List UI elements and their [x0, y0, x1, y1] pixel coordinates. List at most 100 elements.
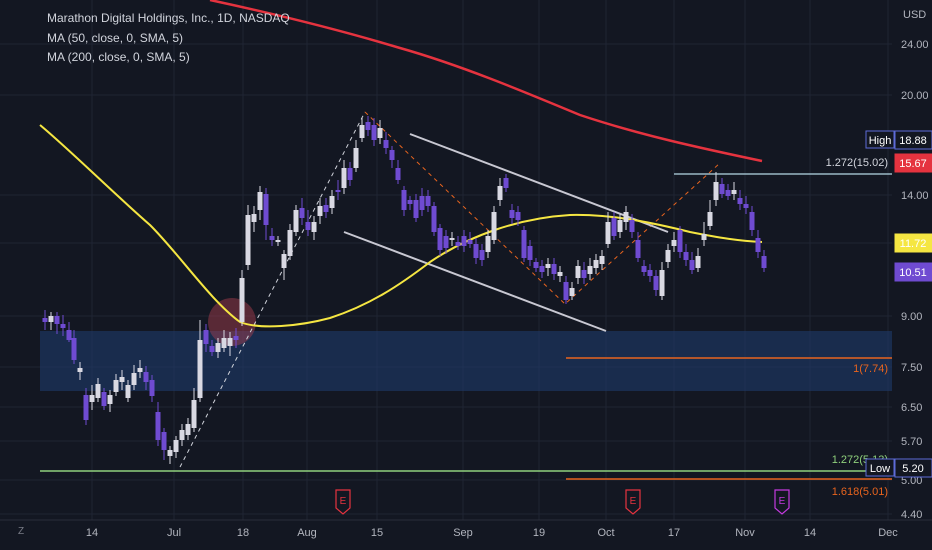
candle-bull — [593, 260, 599, 268]
candle-bull — [131, 373, 137, 385]
x-tick-label: 18 — [237, 527, 249, 539]
candle-bear — [737, 198, 743, 204]
candle-bear — [155, 412, 161, 440]
candle-bull — [731, 190, 737, 194]
candle-bear — [503, 178, 509, 188]
candle-bull — [137, 368, 143, 372]
price-tags: High 18.88 15.67 11.72 10.51 Low 5.20 — [865, 130, 932, 478]
earnings-marker — [625, 489, 641, 515]
candle-bear — [323, 205, 329, 212]
price-tag-value: 10.51 — [899, 267, 927, 279]
candle-bull — [353, 148, 359, 168]
price-tag-box — [894, 130, 932, 150]
candle-bear — [419, 196, 425, 210]
candle-bear — [551, 264, 557, 274]
candle-bear — [581, 270, 587, 278]
candle-bull — [275, 240, 281, 242]
candle-bull — [113, 380, 119, 392]
timezone-icon[interactable]: Z — [18, 526, 25, 537]
candle-bull — [491, 212, 497, 240]
x-tick-label: Jul — [167, 527, 181, 539]
currency-label: USD — [903, 9, 926, 21]
ma200-line — [209, 0, 763, 163]
price-tag-box — [894, 262, 932, 282]
x-tick-label: Oct — [597, 527, 614, 539]
candle-bear — [431, 206, 437, 232]
candle-bear — [563, 282, 569, 300]
candle-bull — [311, 222, 317, 232]
x-tick-label: 14 — [804, 527, 816, 539]
candle-bull — [617, 220, 623, 232]
candle-bull — [221, 338, 227, 348]
price-tag-label-box — [865, 458, 895, 477]
price-tag-label: High — [869, 135, 892, 147]
candle-bear — [66, 330, 72, 340]
fib-label: 1.618(5.01) — [832, 486, 888, 498]
candle-bull — [287, 230, 293, 256]
candle-bear — [60, 324, 66, 328]
earnings-marker-label: E — [340, 496, 347, 507]
candle-bear — [683, 252, 689, 260]
candle-bull — [329, 196, 335, 208]
candle-bear — [401, 190, 407, 210]
candle-bull — [293, 210, 299, 232]
legend-ma200: MA (200, close, 0, SMA, 5) — [47, 50, 190, 64]
candle-bull — [605, 222, 611, 244]
candle-bear — [347, 168, 353, 180]
x-tick-label: 15 — [371, 527, 383, 539]
candle-bear — [54, 316, 60, 324]
candle-bear — [479, 250, 485, 260]
candle-bull — [623, 212, 629, 222]
candle-bull — [545, 264, 551, 268]
candle-bear — [71, 338, 77, 360]
moving-averages — [39, 0, 763, 328]
candle-bear — [161, 432, 167, 450]
candle-bear — [443, 236, 449, 248]
candle-bear — [233, 336, 239, 340]
candle-bull — [191, 400, 197, 428]
price-tag-box — [894, 153, 932, 173]
candle-bear — [677, 230, 683, 252]
x-tick-label: Aug — [297, 527, 317, 539]
candle-bear — [653, 276, 659, 290]
candle-bull — [317, 206, 323, 216]
candle-bull — [599, 256, 605, 264]
candle-bear — [521, 230, 527, 258]
candle-bear — [743, 204, 749, 208]
candle-bear — [641, 266, 647, 272]
fib-leg-down — [364, 111, 721, 305]
candle-bear — [461, 236, 467, 246]
candle-bear — [473, 244, 479, 258]
candle-bear — [263, 194, 269, 225]
candle-bull — [695, 256, 701, 268]
price-tag-box — [894, 458, 932, 478]
y-tick-label: 9.00 — [901, 311, 922, 323]
candle-bull — [179, 430, 185, 440]
candle-bull — [587, 266, 593, 274]
price-tag-value: 15.67 — [899, 158, 927, 170]
candle-bear — [437, 228, 443, 250]
candle-bear — [407, 200, 413, 204]
candle-bear — [635, 240, 641, 258]
candle-bull — [197, 340, 203, 398]
candle-bull — [77, 368, 83, 372]
candle-bear — [42, 318, 48, 322]
candle-bear — [467, 240, 473, 244]
candle-bear — [143, 372, 149, 382]
chart-legend: Marathon Digital Holdings, Inc., 1D, NAS… — [47, 9, 290, 68]
candle-bull — [281, 254, 287, 268]
x-tick-label: 14 — [86, 527, 98, 539]
candle-bull — [95, 384, 101, 398]
candle-bull — [89, 395, 95, 402]
candle-bull — [569, 288, 575, 296]
candle-bear — [647, 270, 653, 276]
candle-bull — [671, 240, 677, 246]
candle-bear — [209, 346, 215, 352]
price-tag-label-box — [865, 130, 895, 149]
candle-bear — [629, 220, 635, 232]
candle-bull — [251, 214, 257, 222]
y-tick-label: 5.00 — [901, 475, 922, 487]
x-tick-label: Sep — [453, 527, 473, 539]
